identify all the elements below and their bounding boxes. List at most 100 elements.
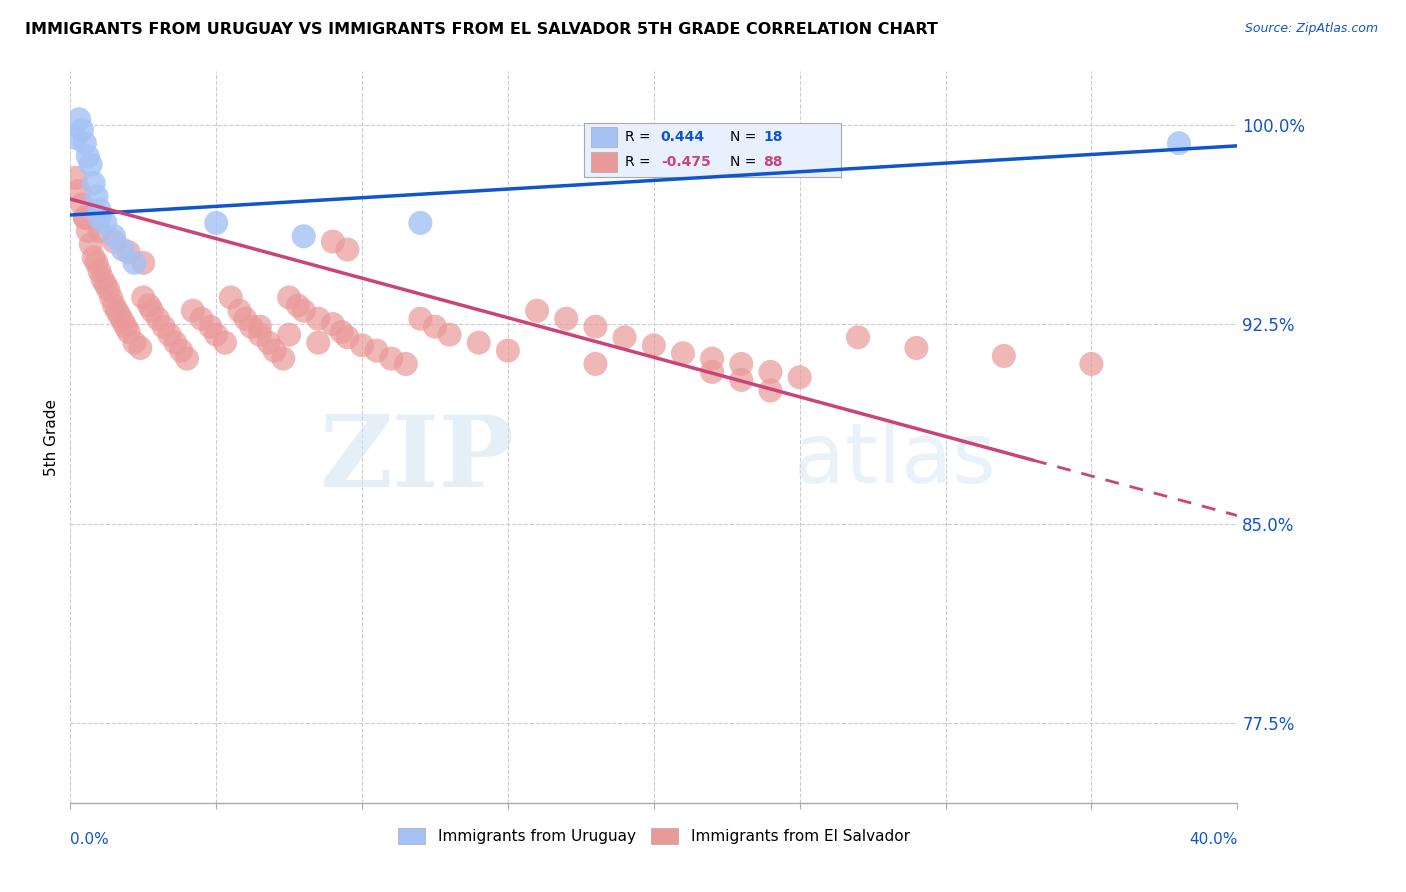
Point [67, 184, 90, 198]
Point [336, 243, 359, 257]
Point [132, 290, 155, 304]
Point [287, 298, 309, 312]
Point [292, 229, 315, 244]
Point [83, 251, 105, 265]
Point [89, 211, 111, 225]
Text: IMMIGRANTS FROM URUGUAY VS IMMIGRANTS FROM EL SALVADOR 5TH GRADE CORRELATION CHA: IMMIGRANTS FROM URUGUAY VS IMMIGRANTS FR… [25, 22, 938, 37]
Point [205, 216, 228, 230]
Point [159, 327, 181, 342]
Point [205, 327, 228, 342]
Point [94, 277, 117, 292]
Text: 0.0%: 0.0% [70, 832, 110, 847]
Point [65, 131, 87, 145]
Point [80, 157, 103, 171]
Point [1167, 136, 1189, 151]
Point [249, 327, 271, 342]
Point [468, 335, 491, 350]
Text: atlas: atlas [794, 418, 995, 500]
Text: Source: ZipAtlas.com: Source: ZipAtlas.com [1244, 22, 1378, 36]
Point [118, 325, 141, 339]
Point [263, 343, 285, 358]
Point [278, 290, 301, 304]
Point [73, 211, 96, 225]
Point [439, 327, 461, 342]
Point [409, 311, 432, 326]
Point [322, 317, 344, 331]
Point [846, 330, 869, 344]
Point [730, 357, 752, 371]
Point [141, 303, 163, 318]
Point [585, 357, 607, 371]
Point [395, 357, 418, 371]
Point [94, 216, 117, 230]
Point [352, 338, 374, 352]
Text: 40.0%: 40.0% [1189, 832, 1237, 847]
Point [76, 224, 98, 238]
Point [170, 343, 193, 358]
Point [118, 245, 141, 260]
Point [330, 325, 353, 339]
Point [257, 335, 280, 350]
Point [336, 330, 359, 344]
Point [65, 170, 87, 185]
Point [76, 149, 98, 163]
Point [73, 136, 96, 151]
Point [496, 343, 519, 358]
Point [111, 314, 134, 328]
Point [124, 256, 146, 270]
Point [89, 224, 111, 238]
Point [307, 335, 329, 350]
Point [103, 298, 125, 312]
Point [165, 335, 187, 350]
Point [138, 298, 160, 312]
Point [108, 309, 131, 323]
Point [240, 319, 263, 334]
Point [100, 290, 122, 304]
Point [103, 229, 125, 244]
Point [278, 327, 301, 342]
Point [322, 235, 344, 249]
Point [132, 256, 155, 270]
Point [292, 303, 315, 318]
Point [97, 283, 120, 297]
Point [80, 237, 103, 252]
Y-axis label: 5th Grade: 5th Grade [44, 399, 59, 475]
Point [190, 311, 212, 326]
Point [70, 197, 93, 211]
Point [111, 243, 134, 257]
Point [86, 256, 108, 270]
Point [700, 365, 723, 379]
Point [789, 370, 811, 384]
Point [146, 311, 169, 326]
Point [730, 373, 752, 387]
Point [228, 303, 250, 318]
Point [1080, 357, 1102, 371]
Point [67, 112, 90, 127]
Point [643, 338, 665, 352]
Point [380, 351, 402, 366]
Point [759, 365, 782, 379]
Point [905, 341, 928, 355]
Point [152, 319, 174, 334]
Point [91, 272, 114, 286]
Point [271, 351, 294, 366]
Point [555, 311, 578, 326]
Point [181, 303, 204, 318]
Point [83, 176, 105, 190]
Point [219, 290, 242, 304]
Point [759, 384, 782, 398]
Point [366, 343, 388, 358]
Point [86, 189, 108, 203]
Point [307, 311, 329, 326]
Point [409, 216, 432, 230]
Point [249, 319, 271, 334]
Point [103, 235, 125, 249]
Point [89, 202, 111, 217]
Point [613, 330, 636, 344]
Text: ZIP: ZIP [319, 410, 513, 508]
Point [214, 335, 236, 350]
Point [73, 211, 96, 225]
Point [585, 319, 607, 334]
Point [672, 346, 695, 360]
Point [423, 319, 446, 334]
